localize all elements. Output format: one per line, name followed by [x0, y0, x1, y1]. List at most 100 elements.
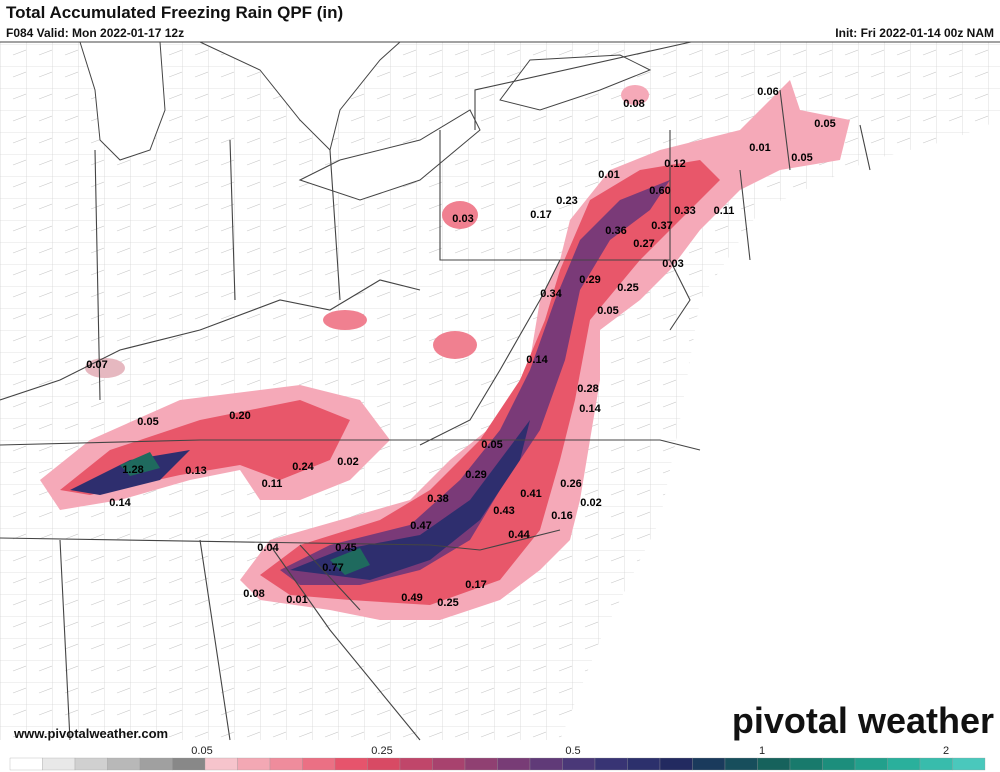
colorbar-swatch [432, 757, 466, 771]
value-label: 0.16 [551, 510, 572, 522]
lake-ontario [499, 54, 652, 111]
colorbar-swatch [659, 757, 693, 771]
valid-time: F084 Valid: Mon 2022-01-17 12z [6, 26, 184, 40]
value-label: 0.34 [540, 288, 562, 300]
value-label: 0.07 [86, 359, 107, 371]
colorbar-swatch [562, 757, 596, 771]
colorbar-swatch [204, 757, 238, 771]
value-label: 0.38 [427, 493, 448, 505]
value-label: 0.44 [508, 529, 530, 541]
website: www.pivotalweather.com [13, 726, 168, 741]
colorbar-swatch [334, 757, 368, 771]
colorbar-swatch [757, 757, 791, 771]
colorbar-swatch [107, 757, 141, 771]
value-label: 0.20 [229, 410, 250, 422]
colorbar-tick: 0.5 [565, 745, 580, 757]
lake-huron [199, 41, 402, 151]
header-bg [0, 0, 1000, 42]
value-label: 0.13 [185, 465, 206, 477]
brand: pivotal weather [732, 700, 994, 741]
init-time: Init: Fri 2022-01-14 00z NAM [835, 26, 994, 40]
value-label: 0.01 [598, 169, 619, 181]
colorbar-tick: 2 [943, 745, 949, 757]
value-label: 0.05 [814, 118, 835, 130]
value-label: 0.11 [714, 205, 735, 217]
value-label: 0.02 [580, 497, 601, 509]
value-label: 1.28 [122, 464, 143, 476]
colorbar-swatch [42, 757, 76, 771]
value-label: 0.17 [530, 209, 551, 221]
colorbar-swatch [172, 757, 206, 771]
value-label: 0.03 [452, 213, 473, 225]
value-label: 0.05 [597, 305, 618, 317]
value-label: 0.33 [674, 205, 695, 217]
colorbar-swatch [399, 757, 433, 771]
colorbar-swatch [9, 757, 43, 771]
value-label: 0.60 [649, 185, 670, 197]
value-label: 0.49 [401, 592, 422, 604]
colorbar-swatch [367, 757, 401, 771]
value-label: 0.05 [791, 152, 812, 164]
qpf-swath [40, 80, 850, 620]
value-label: 0.12 [664, 158, 685, 170]
value-label: 0.17 [465, 579, 486, 591]
colorbar-swatch [919, 757, 953, 771]
value-label: 0.05 [137, 416, 158, 428]
colorbar-swatch [692, 757, 726, 771]
value-label: 0.04 [257, 542, 279, 554]
value-label: 0.26 [560, 478, 581, 490]
value-label: 0.27 [633, 238, 654, 250]
value-label: 0.11 [262, 478, 283, 490]
value-label: 0.41 [520, 488, 541, 500]
value-label: 0.01 [286, 594, 307, 606]
colorbar-tick: 0.05 [191, 745, 212, 757]
value-label: 0.06 [757, 86, 778, 98]
value-label: 0.29 [465, 469, 486, 481]
value-label: 0.25 [617, 282, 638, 294]
value-label: 0.45 [335, 542, 356, 554]
value-label: 0.02 [337, 456, 358, 468]
ocean [560, 120, 1000, 740]
colorbar-swatch [464, 757, 498, 771]
value-label: 0.14 [109, 497, 131, 509]
colorbar-tick: 1 [759, 745, 765, 757]
colorbar-tick: 0.25 [371, 745, 392, 757]
value-label: 0.08 [243, 588, 264, 600]
colorbar-swatch [724, 757, 758, 771]
value-label: 0.14 [579, 403, 601, 415]
colorbar-swatch [237, 757, 271, 771]
value-label: 0.77 [322, 562, 343, 574]
colorbar: 0.05 0.25 0.5 1 2 [9, 745, 986, 771]
value-label: 0.43 [493, 505, 514, 517]
colorbar-swatch [302, 757, 336, 771]
value-label: 0.14 [526, 354, 548, 366]
colorbar-swatch [822, 757, 856, 771]
colorbar-swatch [74, 757, 108, 771]
value-label: 0.25 [437, 597, 458, 609]
lake-michigan [79, 41, 166, 161]
value-label: 0.03 [662, 258, 683, 270]
colorbar-swatch [594, 757, 628, 771]
colorbar-swatch [627, 757, 661, 771]
value-label: 0.47 [410, 520, 431, 532]
value-labels: 0.08 0.06 0.05 0.01 0.05 0.12 0.01 0.60 0.23 0.33… [86, 86, 835, 609]
colorbar-swatch [529, 757, 563, 771]
value-label: 0.23 [556, 195, 577, 207]
value-label: 0.01 [749, 142, 770, 154]
colorbar-swatch [952, 757, 986, 771]
state-borders [0, 39, 871, 741]
value-label: 0.24 [292, 461, 314, 473]
colorbar-swatch [269, 757, 303, 771]
value-label: 0.08 [623, 98, 644, 110]
colorbar-swatch [887, 757, 921, 771]
colorbar-swatch [854, 757, 888, 771]
value-label: 0.29 [579, 274, 600, 286]
colorbar-swatch [139, 757, 173, 771]
value-label: 0.36 [605, 225, 626, 237]
title: Total Accumulated Freezing Rain QPF (in) [6, 3, 343, 22]
colorbar-swatch [497, 757, 531, 771]
value-label: 0.05 [481, 439, 502, 451]
value-label: 0.37 [651, 220, 672, 232]
value-label: 0.28 [577, 383, 598, 395]
